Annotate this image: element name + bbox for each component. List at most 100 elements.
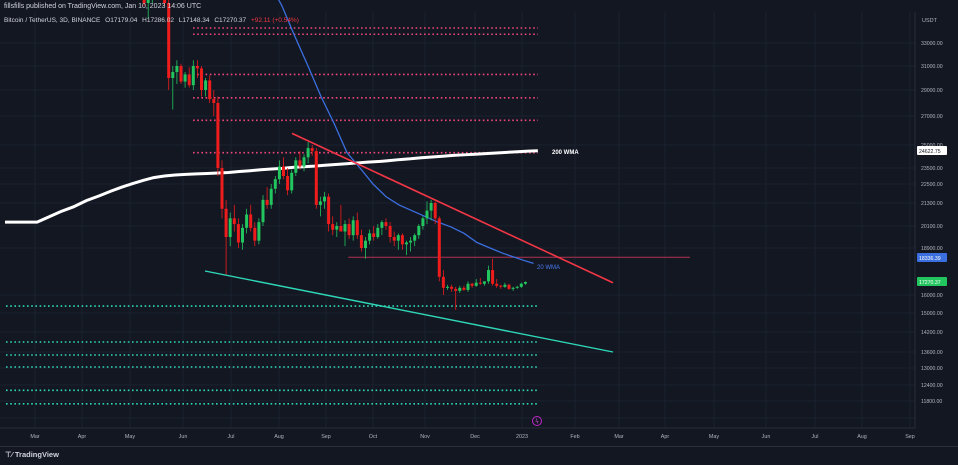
candle-body [368, 233, 372, 241]
time-tick-label: Jul [812, 434, 819, 440]
candle-body [355, 220, 359, 236]
candle-body [372, 233, 376, 237]
price-tag-label-last: 17270.37 [919, 280, 941, 286]
candle-body [200, 68, 203, 90]
price-tick-label: 12400.00 [921, 383, 943, 389]
candle-body [425, 210, 429, 219]
dotted-levels [6, 27, 538, 405]
time-tick-label: Jul [228, 434, 235, 440]
trend-upper [291, 132, 614, 284]
candle-body [323, 196, 326, 202]
wma200-line [5, 149, 538, 224]
candle-body [511, 287, 515, 289]
candle-body [482, 281, 486, 284]
candle-body [216, 103, 220, 168]
candle-body [175, 66, 179, 72]
candle-body [441, 276, 445, 288]
price-axis[interactable]: USDT33000.0031000.0029000.0027000.002500… [914, 12, 947, 428]
time-tick-label: May [709, 434, 719, 440]
candle-body [499, 285, 503, 287]
time-tick-label: Sep [321, 434, 331, 440]
time-tick-label: Apr [661, 434, 670, 440]
candle-body [290, 172, 294, 191]
symbol-legend[interactable]: Bitcoin / TetherUS, 3D, BINANCE O17179.0… [4, 17, 302, 24]
trend-lower [204, 270, 614, 353]
candle-body [335, 226, 339, 230]
price-tick-label: 16000.00 [921, 293, 943, 299]
candle-body [495, 283, 499, 286]
time-axis[interactable]: Mar Apr May Jun Jul Aug Sep Oct Nov Dec 2023 Feb Mar… [0, 427, 915, 440]
time-tick-label: Aug [274, 434, 284, 440]
price-tag-last [917, 277, 947, 286]
candle-body [187, 74, 191, 86]
candle-body [413, 235, 417, 241]
candle-body [487, 270, 490, 282]
open-value: O17179.04 [105, 17, 138, 24]
candle-body [146, 0, 150, 3]
candle-body [245, 214, 249, 228]
candle-body [450, 286, 454, 289]
wma20-line [278, 0, 534, 264]
price-tag-wma200 [917, 146, 947, 155]
time-tick-label: Dec [470, 434, 480, 440]
time-tick-label: May [125, 434, 135, 440]
publish-info: fillsfills published on TradingView.com,… [4, 3, 202, 10]
time-tick-label: Feb [570, 434, 579, 440]
price-tick-label: 18900.00 [921, 246, 943, 252]
high-value: H17286.02 [142, 17, 174, 24]
candle-body [515, 286, 519, 288]
candle-body [409, 240, 413, 243]
candle-body [269, 188, 273, 205]
candle-body [405, 242, 408, 245]
price-tick-label: 20100.00 [921, 224, 943, 230]
footer-bar: ⊤⁄ TradingView [0, 446, 958, 465]
price-tick-label: 33000.00 [921, 41, 943, 47]
tradingview-logo[interactable]: ⊤⁄ TradingView [5, 450, 59, 459]
time-tick-label: Jun [179, 434, 188, 440]
candle-body [339, 226, 343, 232]
candle-body [417, 226, 421, 236]
time-tick-label: Apr [78, 434, 87, 440]
candle-body [392, 237, 396, 241]
price-axis-currency: USDT [922, 18, 938, 24]
price-tick-label: 15000.00 [921, 311, 943, 317]
candle-body [277, 166, 281, 180]
price-tag-label-wma200: 24622.75 [919, 149, 941, 155]
candle-body [302, 157, 306, 167]
candle-body [232, 218, 236, 225]
change-value: +92.11 (+0.54%) [250, 17, 299, 24]
candle-body [462, 287, 466, 290]
candle-body [224, 208, 228, 237]
candle-body [306, 148, 310, 158]
candle-body [331, 224, 335, 230]
candle-body [380, 222, 384, 228]
candle-body [204, 80, 208, 90]
candle-body [298, 160, 302, 167]
candle-body [474, 282, 478, 286]
candle-body [446, 286, 449, 288]
candle-body [466, 283, 470, 290]
candle-body [273, 179, 277, 189]
candle-body [503, 284, 507, 287]
candle-body [478, 282, 482, 284]
candle-body [458, 287, 462, 291]
candle-body [142, 0, 146, 3]
time-tick-label: 2023 [516, 434, 528, 440]
time-tick-label: Oct [369, 434, 378, 440]
grid [0, 12, 915, 428]
candle-body [228, 218, 232, 237]
candle-body [396, 235, 400, 241]
candle-body [359, 235, 363, 248]
indicator-lines [5, 0, 690, 353]
candle-body [220, 168, 224, 209]
price-tag-wma20 [917, 253, 947, 262]
candle-body [376, 227, 380, 237]
candle-body [491, 270, 495, 284]
candle-body [212, 99, 216, 103]
candle-body [294, 160, 298, 173]
candle-body [327, 196, 331, 225]
candle-body [400, 235, 404, 245]
time-tick-label: Jun [762, 434, 771, 440]
